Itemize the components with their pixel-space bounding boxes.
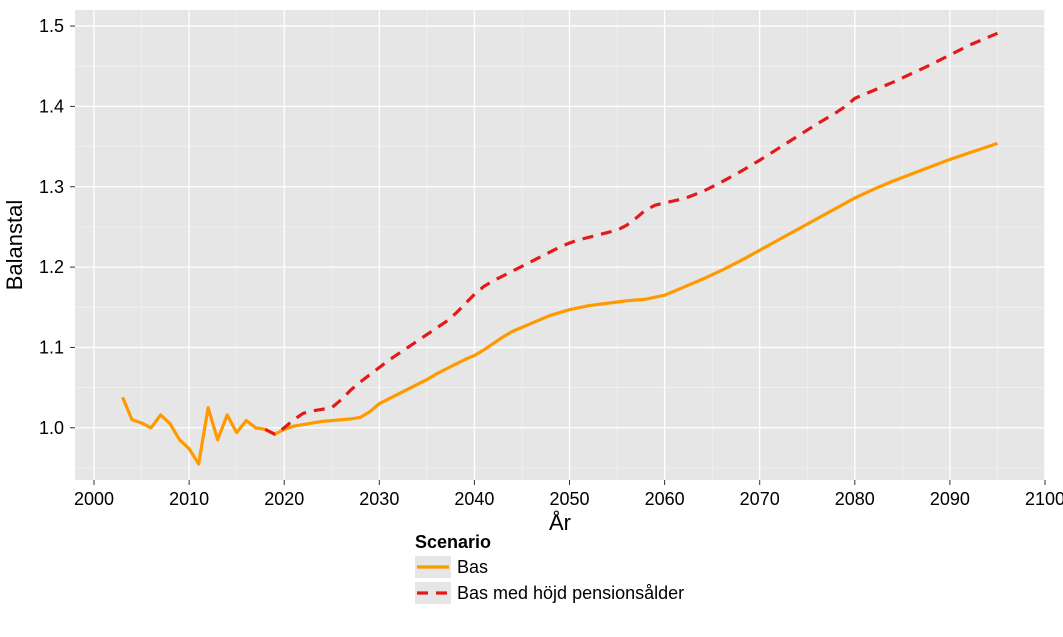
x-tick-label: 2010 [169, 489, 209, 509]
y-tick-label: 1.1 [39, 337, 64, 357]
legend-item: Bas [415, 556, 488, 578]
x-tick-label: 2000 [74, 489, 114, 509]
x-tick-label: 2060 [645, 489, 685, 509]
y-axis-label: Balanstal [2, 200, 27, 291]
x-tick-label: 2070 [740, 489, 780, 509]
y-tick-label: 1.5 [39, 16, 64, 36]
legend-item: Bas med höjd pensionsålder [415, 582, 684, 604]
x-tick-label: 2050 [549, 489, 589, 509]
legend-label: Bas [457, 557, 488, 577]
y-tick-label: 1.4 [39, 96, 64, 116]
x-tick-label: 2040 [454, 489, 494, 509]
y-tick-label: 1.0 [39, 418, 64, 438]
plot-panel [75, 10, 1045, 480]
chart-svg: 2000 2010 2020 2030 2040 2050 2060 2070 2080 2090… [0, 0, 1063, 637]
legend-title: Scenario [415, 532, 491, 552]
x-tick-label: 2020 [264, 489, 304, 509]
x-tick-label: 2100 [1025, 489, 1063, 509]
y-tick-label: 1.3 [39, 177, 64, 197]
y-tick-label: 1.2 [39, 257, 64, 277]
legend: Scenario Bas Bas med höjd pensionsålder [415, 532, 684, 604]
x-tick-label: 2080 [835, 489, 875, 509]
x-tick-label: 2030 [359, 489, 399, 509]
x-axis-label: År [549, 510, 571, 535]
line-chart: 2000 2010 2020 2030 2040 2050 2060 2070 2080 2090… [0, 0, 1063, 637]
x-tick-label: 2090 [930, 489, 970, 509]
legend-label: Bas med höjd pensionsålder [457, 583, 684, 603]
